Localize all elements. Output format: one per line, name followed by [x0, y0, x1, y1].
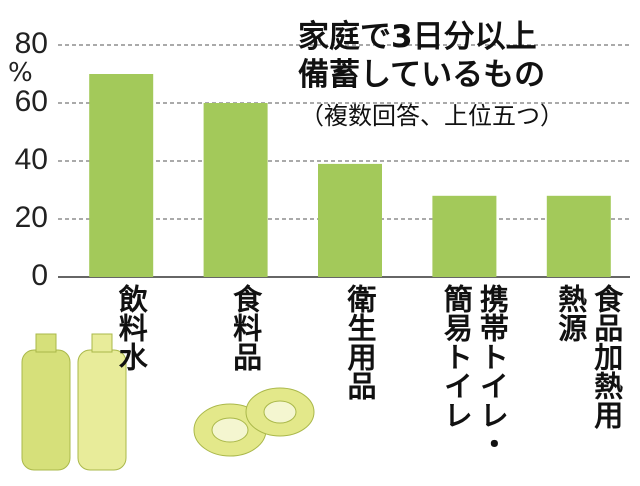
y-tick-label: 20: [15, 201, 48, 234]
x-tick-label: 食品加熱用 熱源: [553, 284, 624, 429]
y-tick-label: 80: [15, 27, 48, 60]
y-tick-label: 40: [15, 143, 48, 176]
x-tick-label: 飲料水: [114, 284, 149, 371]
x-tick-label: 衛生用品: [343, 284, 377, 400]
x-tick-label: 携帯トイレ・ 簡易トイレ: [439, 284, 510, 458]
x-tick-label: 食料品: [228, 284, 263, 371]
bar: [432, 195, 497, 277]
bar: [546, 195, 611, 277]
y-tick-label: 60: [15, 85, 48, 118]
bar: [318, 163, 382, 277]
illustration: [21, 333, 315, 471]
y-tick-label: 0: [31, 259, 48, 292]
chart-title: 家庭で3日分以上 備蓄しているもの: [298, 19, 546, 93]
chart-subtitle: （複数回答、上位五つ）: [300, 102, 564, 130]
y-axis-label: %: [8, 58, 33, 88]
bar: [89, 74, 154, 277]
bar: [203, 103, 268, 277]
